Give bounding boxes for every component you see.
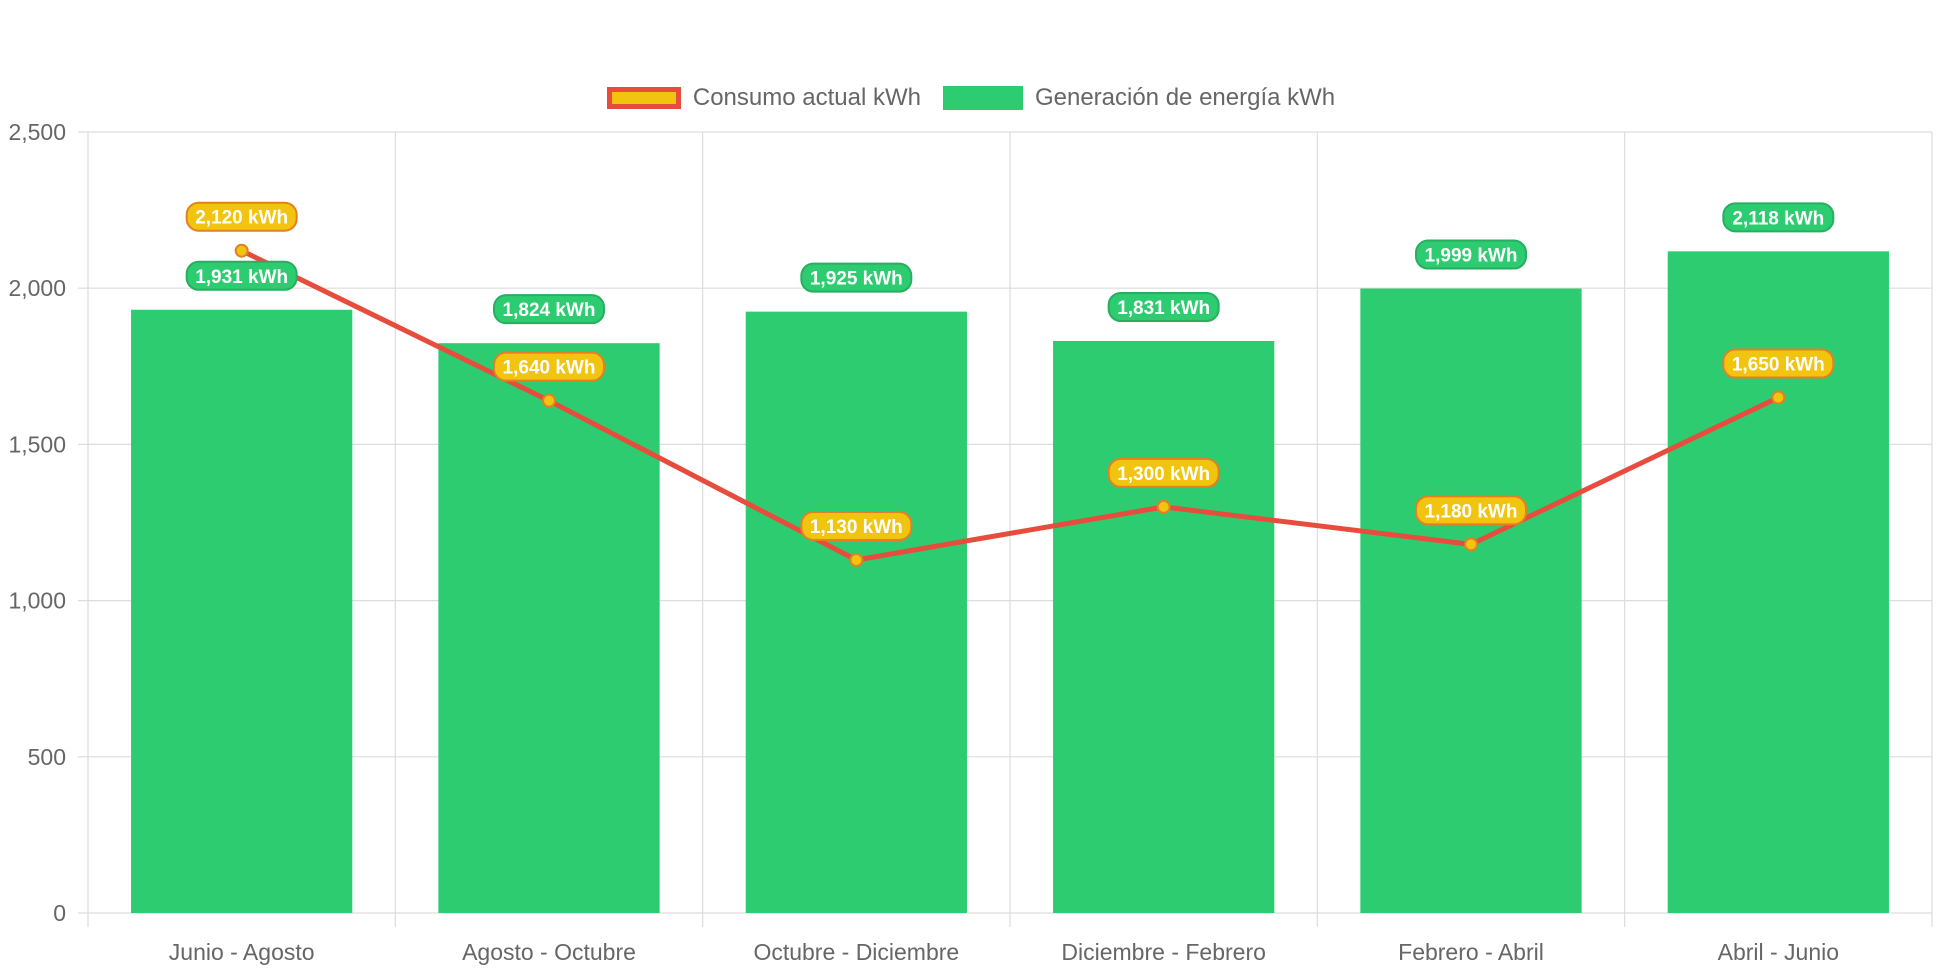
bar-data-label: 2,118 kWh <box>1732 208 1824 229</box>
y-tick-label: 500 <box>28 744 66 770</box>
bar <box>1360 288 1582 913</box>
bar-data-label-bg <box>1107 291 1220 322</box>
y-tick-label: 2,000 <box>8 275 66 301</box>
legend-swatch-generacion <box>942 86 1023 110</box>
bar-data-label: 1,925 kWh <box>810 269 903 290</box>
bar <box>131 309 353 913</box>
bar-data-label-bg <box>800 262 913 293</box>
line-point <box>1771 390 1786 405</box>
line-data-label-bg <box>1415 495 1527 526</box>
legend-swatch-consumo <box>606 87 681 109</box>
bar-data-label: 1,931 kWh <box>195 267 288 288</box>
x-tick-label: Junio - Agosto <box>169 939 315 965</box>
line-data-label-bg <box>1107 457 1220 488</box>
legend-label-generacion: Generación de energía kWh <box>1034 84 1336 111</box>
line-data-label-bg <box>185 201 298 232</box>
line-data-label: 1,180 kWh <box>1425 501 1518 522</box>
legend-item-consumo[interactable]: Consumo actual kWh <box>606 84 921 112</box>
line-data-label-bg <box>1722 348 1835 379</box>
x-tick-label: Agosto - Octubre <box>462 939 636 965</box>
x-tick-label: Octubre - Diciembre <box>753 939 959 965</box>
bar <box>438 343 660 914</box>
line-point <box>234 243 249 258</box>
bar-data-label: 1,999 kWh <box>1425 246 1518 267</box>
x-tick-label: Diciembre - Febrero <box>1061 939 1266 965</box>
bar-data-label: 1,824 kWh <box>503 300 596 321</box>
line-data-label: 1,130 kWh <box>810 517 903 538</box>
bar-data-label: 1,831 kWh <box>1117 298 1210 319</box>
y-tick-label: 1,500 <box>8 431 66 457</box>
line-data-label-bg <box>800 510 913 541</box>
legend-label-consumo: Consumo actual kWh <box>692 84 921 111</box>
bar-data-label-bg <box>1415 239 1527 270</box>
bar <box>745 311 967 913</box>
y-tick-label: 0 <box>53 900 66 926</box>
line-point <box>849 552 864 567</box>
y-tick-label: 1,000 <box>8 588 66 614</box>
legend: Consumo actual kWh Generación de energía… <box>0 84 1942 112</box>
line-data-label-bg <box>493 351 605 382</box>
x-tick-label: Abril - Junio <box>1718 939 1839 965</box>
line-point <box>542 393 556 408</box>
line-point <box>1464 537 1478 552</box>
bar-data-label-bg <box>185 260 298 291</box>
line-data-label: 2,120 kWh <box>195 208 288 229</box>
bar-data-label-bg <box>493 294 605 325</box>
line-point <box>1156 499 1171 514</box>
x-tick-label: Febrero - Abril <box>1398 939 1544 965</box>
line-data-label: 1,640 kWh <box>503 358 596 379</box>
bar-data-label-bg <box>1722 202 1835 233</box>
line-data-label: 1,300 kWh <box>1117 464 1210 485</box>
legend-item-generacion[interactable]: Generación de energía kWh <box>942 84 1336 112</box>
bar <box>1053 340 1275 913</box>
y-tick-label: 2,500 <box>8 119 66 145</box>
line-data-label: 1,650 kWh <box>1732 355 1825 376</box>
